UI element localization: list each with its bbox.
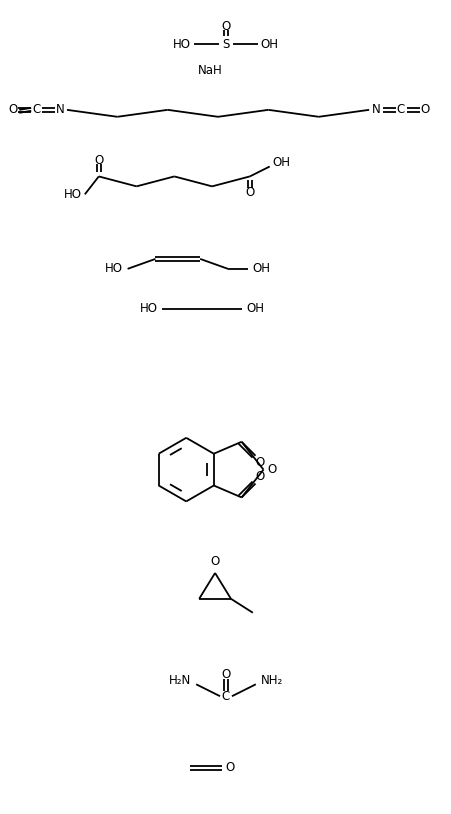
Text: N: N: [55, 103, 64, 116]
Text: C: C: [221, 689, 230, 702]
Text: O: O: [94, 154, 103, 167]
Text: NH₂: NH₂: [260, 674, 282, 687]
Text: S: S: [222, 37, 229, 50]
Text: O: O: [255, 470, 265, 483]
Text: O: O: [221, 667, 230, 681]
Text: H₂N: H₂N: [169, 674, 191, 687]
Text: OH: OH: [260, 37, 278, 50]
Text: HO: HO: [139, 302, 157, 315]
Text: O: O: [267, 463, 276, 476]
Text: OH: OH: [252, 262, 270, 275]
Text: O: O: [221, 20, 230, 33]
Text: C: C: [32, 103, 40, 116]
Text: HO: HO: [173, 37, 191, 50]
Text: O: O: [225, 761, 234, 774]
Text: OH: OH: [246, 302, 264, 315]
Text: OH: OH: [272, 156, 290, 169]
Text: C: C: [396, 103, 404, 116]
Text: O: O: [255, 456, 265, 469]
Text: O: O: [419, 103, 428, 116]
Text: HO: HO: [105, 262, 122, 275]
Text: O: O: [210, 554, 219, 567]
Text: O: O: [9, 103, 18, 116]
Text: NaH: NaH: [197, 63, 222, 77]
Text: O: O: [245, 186, 254, 199]
Text: N: N: [371, 103, 380, 116]
Text: HO: HO: [64, 188, 82, 201]
